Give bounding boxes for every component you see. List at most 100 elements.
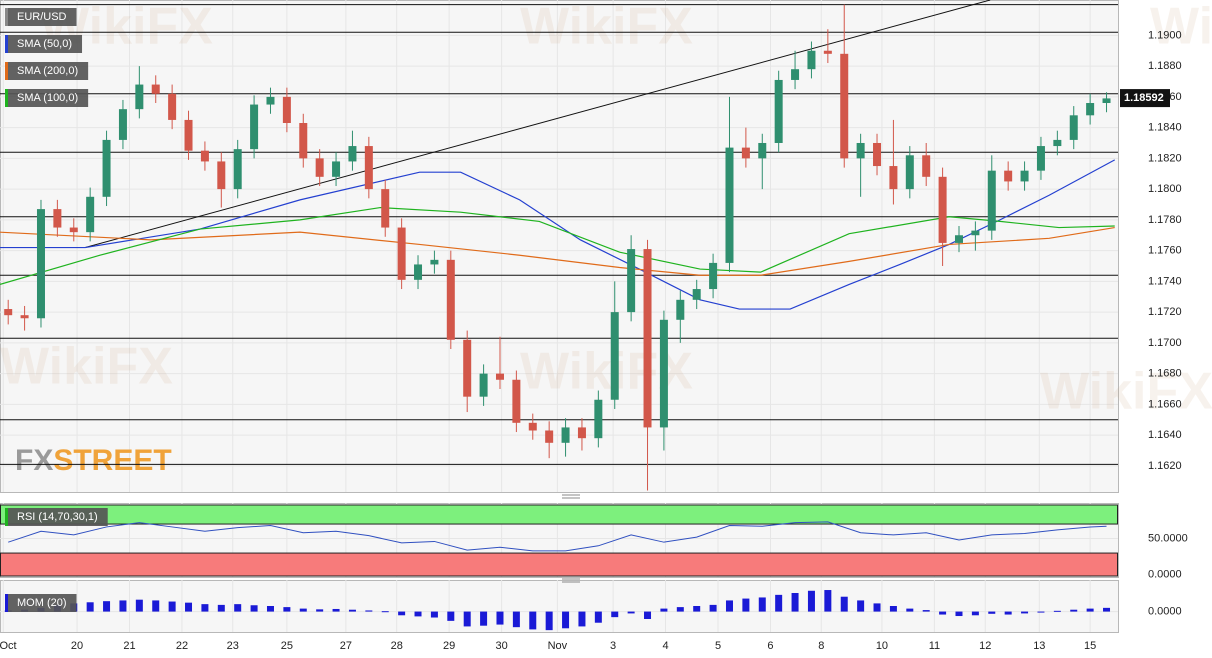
candle-body [168, 93, 177, 120]
candle-body [643, 249, 652, 428]
candle-body [233, 149, 242, 190]
momentum-bar [578, 611, 586, 627]
candle-body [102, 139, 111, 197]
candle-body [20, 315, 29, 319]
candle-body [791, 69, 800, 80]
y-tick-label: 0.0000 [1148, 605, 1182, 617]
legend-swatch [5, 89, 8, 107]
momentum-bar [660, 608, 668, 612]
momentum-bar [676, 607, 684, 612]
legend-swatch [5, 8, 8, 26]
candle-body [1069, 115, 1078, 140]
logo-fx: FX [15, 444, 53, 477]
momentum-bar [1086, 608, 1094, 612]
watermark: WikiFX [0, 338, 173, 396]
momentum-bar [332, 608, 340, 612]
last-price-box [1120, 89, 1170, 108]
plot-layer: Oct 20 21 22 23 25 27 28 29 30 Nov 3 4 5 6 8 10 11 12 13 15 1… [0, 0, 1188, 652]
candle-body [118, 109, 127, 140]
momentum-bar [1103, 607, 1111, 612]
legend-label: RSI (14,70,30,1) [17, 511, 98, 523]
momentum-bar [1021, 611, 1029, 614]
momentum-bar [791, 593, 799, 612]
legend-label: EUR/USD [17, 11, 67, 23]
y-tick-label: 1.1620 [1148, 460, 1182, 472]
x-tick-label: 15 [1084, 640, 1096, 652]
y-tick-label: 1.1800 [1148, 183, 1182, 195]
x-tick-label: 10 [876, 640, 888, 652]
candle-body [446, 259, 455, 340]
candle-body [1020, 170, 1029, 182]
momentum-bar [398, 611, 406, 616]
watermark: WikiFX [1040, 363, 1212, 421]
candle-body [397, 227, 406, 280]
candle-body [381, 189, 390, 228]
momentum-bar [414, 611, 422, 617]
x-tick-label: 29 [443, 640, 455, 652]
last-price-label: 1.18592 [1124, 92, 1164, 104]
candle-body [905, 155, 914, 190]
trendline [85, 0, 991, 249]
candle-body [676, 299, 685, 320]
candle-body [69, 227, 78, 233]
legend-box [5, 8, 77, 26]
candle-body [364, 146, 373, 190]
y-tick-label: 1.1660 [1148, 398, 1182, 410]
momentum-bar [234, 604, 242, 612]
momentum-bar [201, 604, 209, 612]
x-tick-label: 28 [391, 640, 403, 652]
candle-body [922, 155, 931, 177]
candle-body [430, 259, 439, 265]
momentum-bar [709, 604, 717, 612]
momentum-bar [381, 611, 389, 613]
candle-body [561, 427, 570, 443]
sma-line [0, 226, 1115, 276]
y-tick-label: 1.1720 [1148, 306, 1182, 318]
candle-body [1086, 103, 1095, 116]
candle-body [135, 84, 144, 110]
x-tick-label: 3 [610, 640, 616, 652]
momentum-bar [1004, 611, 1012, 615]
x-tick-label: Nov [548, 640, 568, 652]
legend-box [5, 594, 77, 612]
candle-body [1004, 170, 1013, 182]
momentum-bar [1053, 610, 1061, 612]
momentum-bar [1037, 611, 1045, 613]
momentum-bar [644, 611, 652, 619]
momentum-bar [447, 611, 455, 621]
momentum-bar [119, 600, 127, 612]
momentum-bar [693, 606, 701, 612]
candle-body [938, 176, 947, 243]
momentum-bar [1070, 609, 1078, 612]
candle-body [315, 158, 324, 177]
legend-box [5, 89, 89, 107]
candle-body [200, 150, 209, 162]
momentum-bar [250, 605, 258, 612]
candle-body [495, 373, 504, 380]
candle-body [53, 209, 62, 228]
candle-body [873, 142, 882, 167]
candle-body [1053, 139, 1062, 147]
backgrounds [0, 0, 1119, 633]
momentum-bar [299, 608, 307, 612]
candle-body [954, 235, 963, 243]
momentum-bar [742, 598, 750, 612]
momentum-bar [86, 602, 94, 612]
candle-body [545, 430, 554, 443]
momentum-bar [955, 611, 963, 617]
momentum-bar [283, 607, 291, 612]
legend-box [5, 508, 108, 526]
panel-background [0, 580, 1119, 633]
momentum-bar [775, 594, 783, 612]
x-tick-label: 21 [123, 640, 135, 652]
momentum-bar [939, 611, 947, 615]
momentum-bar [152, 600, 160, 612]
momentum-bar [217, 604, 225, 612]
x-tick-label: 23 [227, 640, 239, 652]
legend-swatch [5, 594, 8, 612]
candle-body [86, 196, 95, 233]
y-tick-label: 1.1900 [1148, 29, 1182, 41]
momentum-bar [922, 610, 930, 612]
